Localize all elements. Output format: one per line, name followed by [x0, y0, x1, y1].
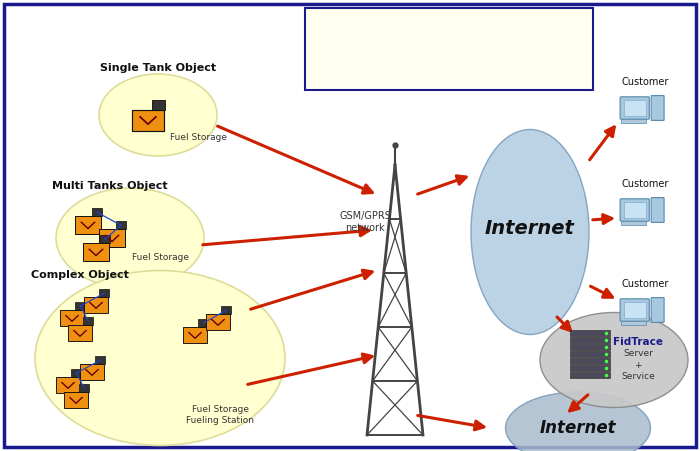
Text: Server
+
Service: Server + Service: [621, 349, 655, 381]
FancyBboxPatch shape: [4, 4, 696, 447]
Bar: [624, 101, 645, 115]
Bar: [183, 327, 207, 343]
Bar: [83, 243, 109, 261]
Bar: [621, 221, 645, 226]
Bar: [570, 351, 610, 357]
Bar: [95, 356, 105, 364]
Text: Complex Object: Complex Object: [31, 270, 129, 280]
Ellipse shape: [505, 392, 650, 451]
Text: Fuel Storage, Fueling Station: Fuel Storage, Fueling Station: [335, 23, 564, 37]
Bar: [92, 208, 102, 216]
Bar: [624, 302, 645, 318]
Bar: [84, 297, 108, 313]
Text: Fuel Storage: Fuel Storage: [132, 253, 188, 262]
Bar: [153, 100, 165, 110]
Text: Customer: Customer: [622, 179, 668, 189]
Text: FidTrace: FidTrace: [613, 337, 663, 347]
Text: Fuel Storage: Fuel Storage: [169, 133, 227, 143]
Bar: [621, 119, 645, 123]
FancyBboxPatch shape: [651, 198, 664, 222]
Text: Remote  Monitoring (GSM/GPRS): Remote Monitoring (GSM/GPRS): [321, 45, 577, 59]
Bar: [64, 392, 88, 408]
Bar: [75, 216, 101, 234]
Bar: [621, 321, 645, 325]
Bar: [99, 290, 109, 297]
Bar: [56, 377, 80, 393]
Ellipse shape: [35, 271, 285, 446]
Text: GSM/GPRS
network: GSM/GPRS network: [339, 211, 391, 233]
FancyBboxPatch shape: [651, 96, 664, 120]
FancyBboxPatch shape: [620, 299, 650, 321]
Ellipse shape: [540, 313, 688, 408]
Text: Fuel Storage
Fueling Station: Fuel Storage Fueling Station: [186, 405, 254, 425]
Ellipse shape: [471, 129, 589, 335]
Bar: [132, 110, 164, 130]
Bar: [68, 325, 92, 341]
Bar: [198, 319, 209, 327]
Bar: [76, 303, 85, 310]
Bar: [221, 306, 231, 314]
Text: Customer: Customer: [622, 279, 668, 289]
FancyBboxPatch shape: [305, 8, 593, 90]
Bar: [99, 229, 125, 247]
FancyBboxPatch shape: [620, 97, 650, 119]
Bar: [570, 372, 610, 378]
Bar: [570, 330, 610, 336]
Text: Multi Tanks Object: Multi Tanks Object: [52, 181, 168, 191]
Bar: [83, 318, 93, 325]
Bar: [570, 365, 610, 371]
FancyBboxPatch shape: [651, 298, 664, 322]
Bar: [116, 221, 126, 229]
Bar: [79, 384, 90, 392]
Text: (GuardMagic FSM - FidTrace): (GuardMagic FSM - FidTrace): [375, 67, 523, 77]
FancyBboxPatch shape: [620, 199, 650, 221]
Ellipse shape: [56, 188, 204, 288]
Text: Customer: Customer: [622, 77, 668, 87]
Bar: [80, 364, 104, 380]
Ellipse shape: [99, 74, 217, 156]
Bar: [624, 202, 645, 218]
Text: Internet: Internet: [485, 218, 575, 238]
Bar: [570, 358, 610, 364]
Bar: [570, 337, 610, 343]
Bar: [206, 314, 230, 330]
Text: Single Tank Object: Single Tank Object: [100, 63, 216, 73]
Bar: [99, 235, 111, 243]
Bar: [60, 310, 84, 326]
Bar: [570, 344, 610, 350]
Bar: [71, 369, 81, 377]
Text: Internet: Internet: [540, 419, 616, 437]
